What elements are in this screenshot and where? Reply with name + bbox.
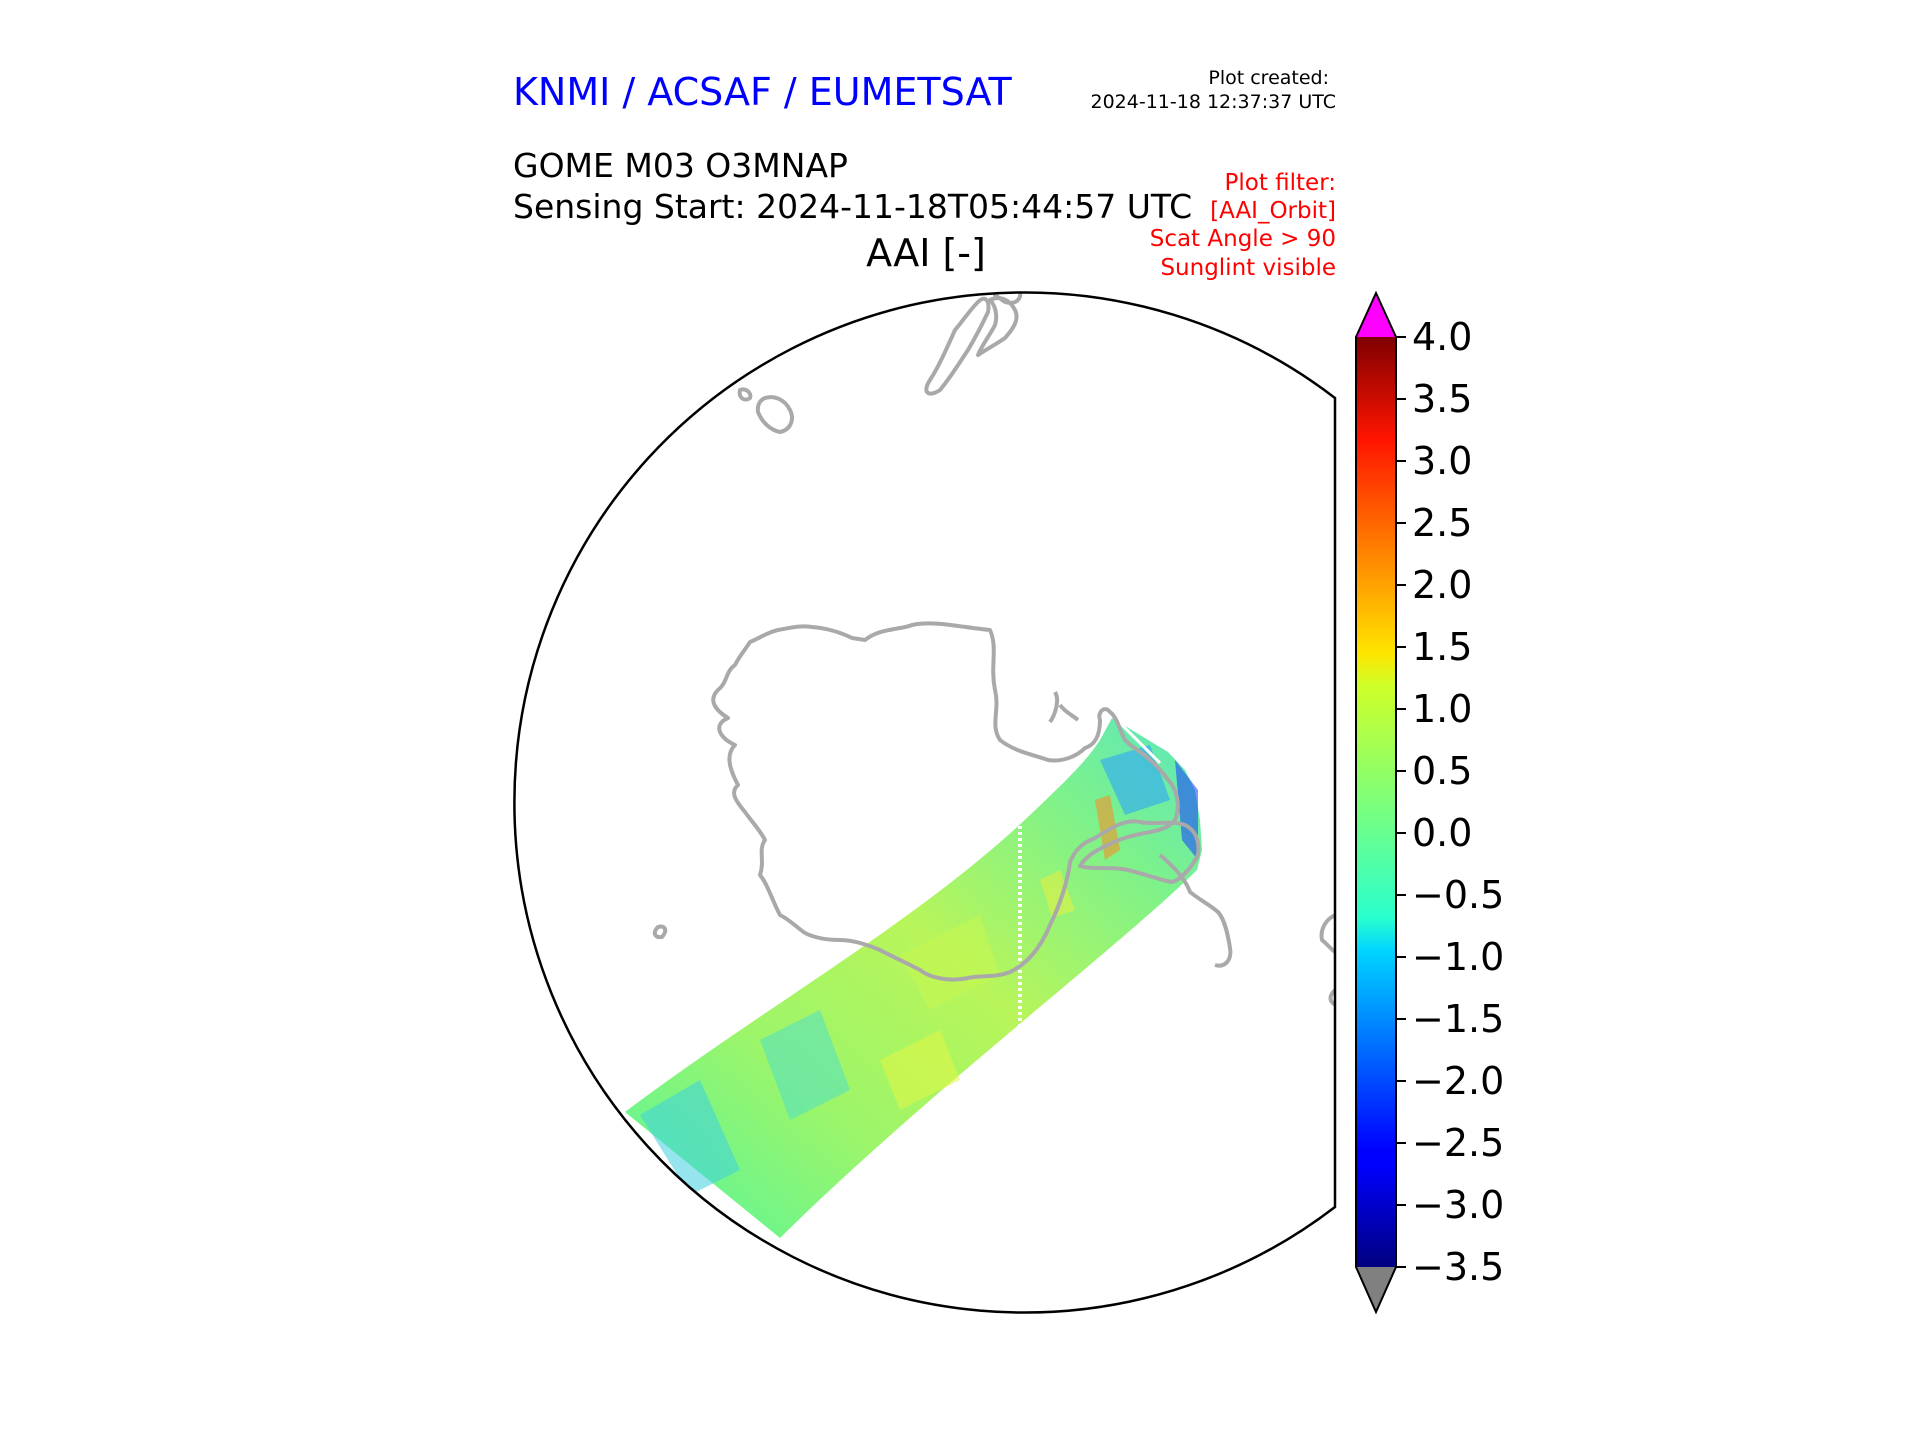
filter-line: Scat Angle > 90: [1150, 226, 1336, 252]
colorbar-extend-min: [1356, 1267, 1396, 1312]
colorbar-tick-label: −1.5: [1412, 997, 1504, 1041]
colorbar-tick-label: 0.5: [1412, 749, 1472, 793]
colorbar-tick-label: 2.0: [1412, 563, 1472, 607]
colorbar-gradient: [1356, 337, 1396, 1267]
colorbar-tick-label: −2.0: [1412, 1059, 1504, 1103]
colorbar-tick-label: 2.5: [1412, 501, 1472, 545]
plot-created-label: Plot created:: [1208, 67, 1329, 89]
colorbar-tick-label: −0.5: [1412, 873, 1504, 917]
sensing-start: Sensing Start: 2024-11-18T05:44:57 UTC: [513, 187, 1192, 226]
colorbar-tick-label: −3.5: [1412, 1245, 1504, 1289]
colorbar-tick-label: 3.5: [1412, 377, 1472, 421]
colorbar-tick-label: 4.0: [1412, 315, 1472, 359]
product-title: GOME M03 O3MNAP: [513, 146, 848, 185]
swath-gap: [1110, 713, 1162, 765]
map-boundary: [513, 291, 1337, 1314]
colorbar-tick-label: −3.0: [1412, 1183, 1504, 1227]
filter-title: Plot filter:: [1224, 170, 1336, 196]
colorbar-tick-label: 0.0: [1412, 811, 1472, 855]
filter-line: Sunglint visible: [1160, 255, 1336, 281]
variable-title: AAI [-]: [866, 231, 986, 275]
colorbar-tick-label: 1.0: [1412, 687, 1472, 731]
colorbar-tick-label: −1.0: [1412, 935, 1504, 979]
org-title: KNMI / ACSAF / EUMETSAT: [513, 70, 1013, 114]
coastlines: [652, 292, 1335, 1007]
swath-texture: [640, 745, 1198, 1195]
filter-line: [AAI_Orbit]: [1210, 198, 1336, 224]
colorbar-tick-label: 1.5: [1412, 625, 1472, 669]
colorbar-extend-max: [1356, 293, 1396, 337]
colorbar: 4.0 3.5 3.0 2.5 2.0 1.5 1.0 0.5 0.0 −0.5 −1.0 −1.5 −…: [1355, 290, 1504, 1315]
plot-created-value: 2024-11-18 12:37:37 UTC: [1091, 91, 1337, 113]
map: [513, 291, 1337, 1314]
colorbar-tick-label: 3.0: [1412, 439, 1472, 483]
colorbar-tick-label: −2.5: [1412, 1121, 1504, 1165]
